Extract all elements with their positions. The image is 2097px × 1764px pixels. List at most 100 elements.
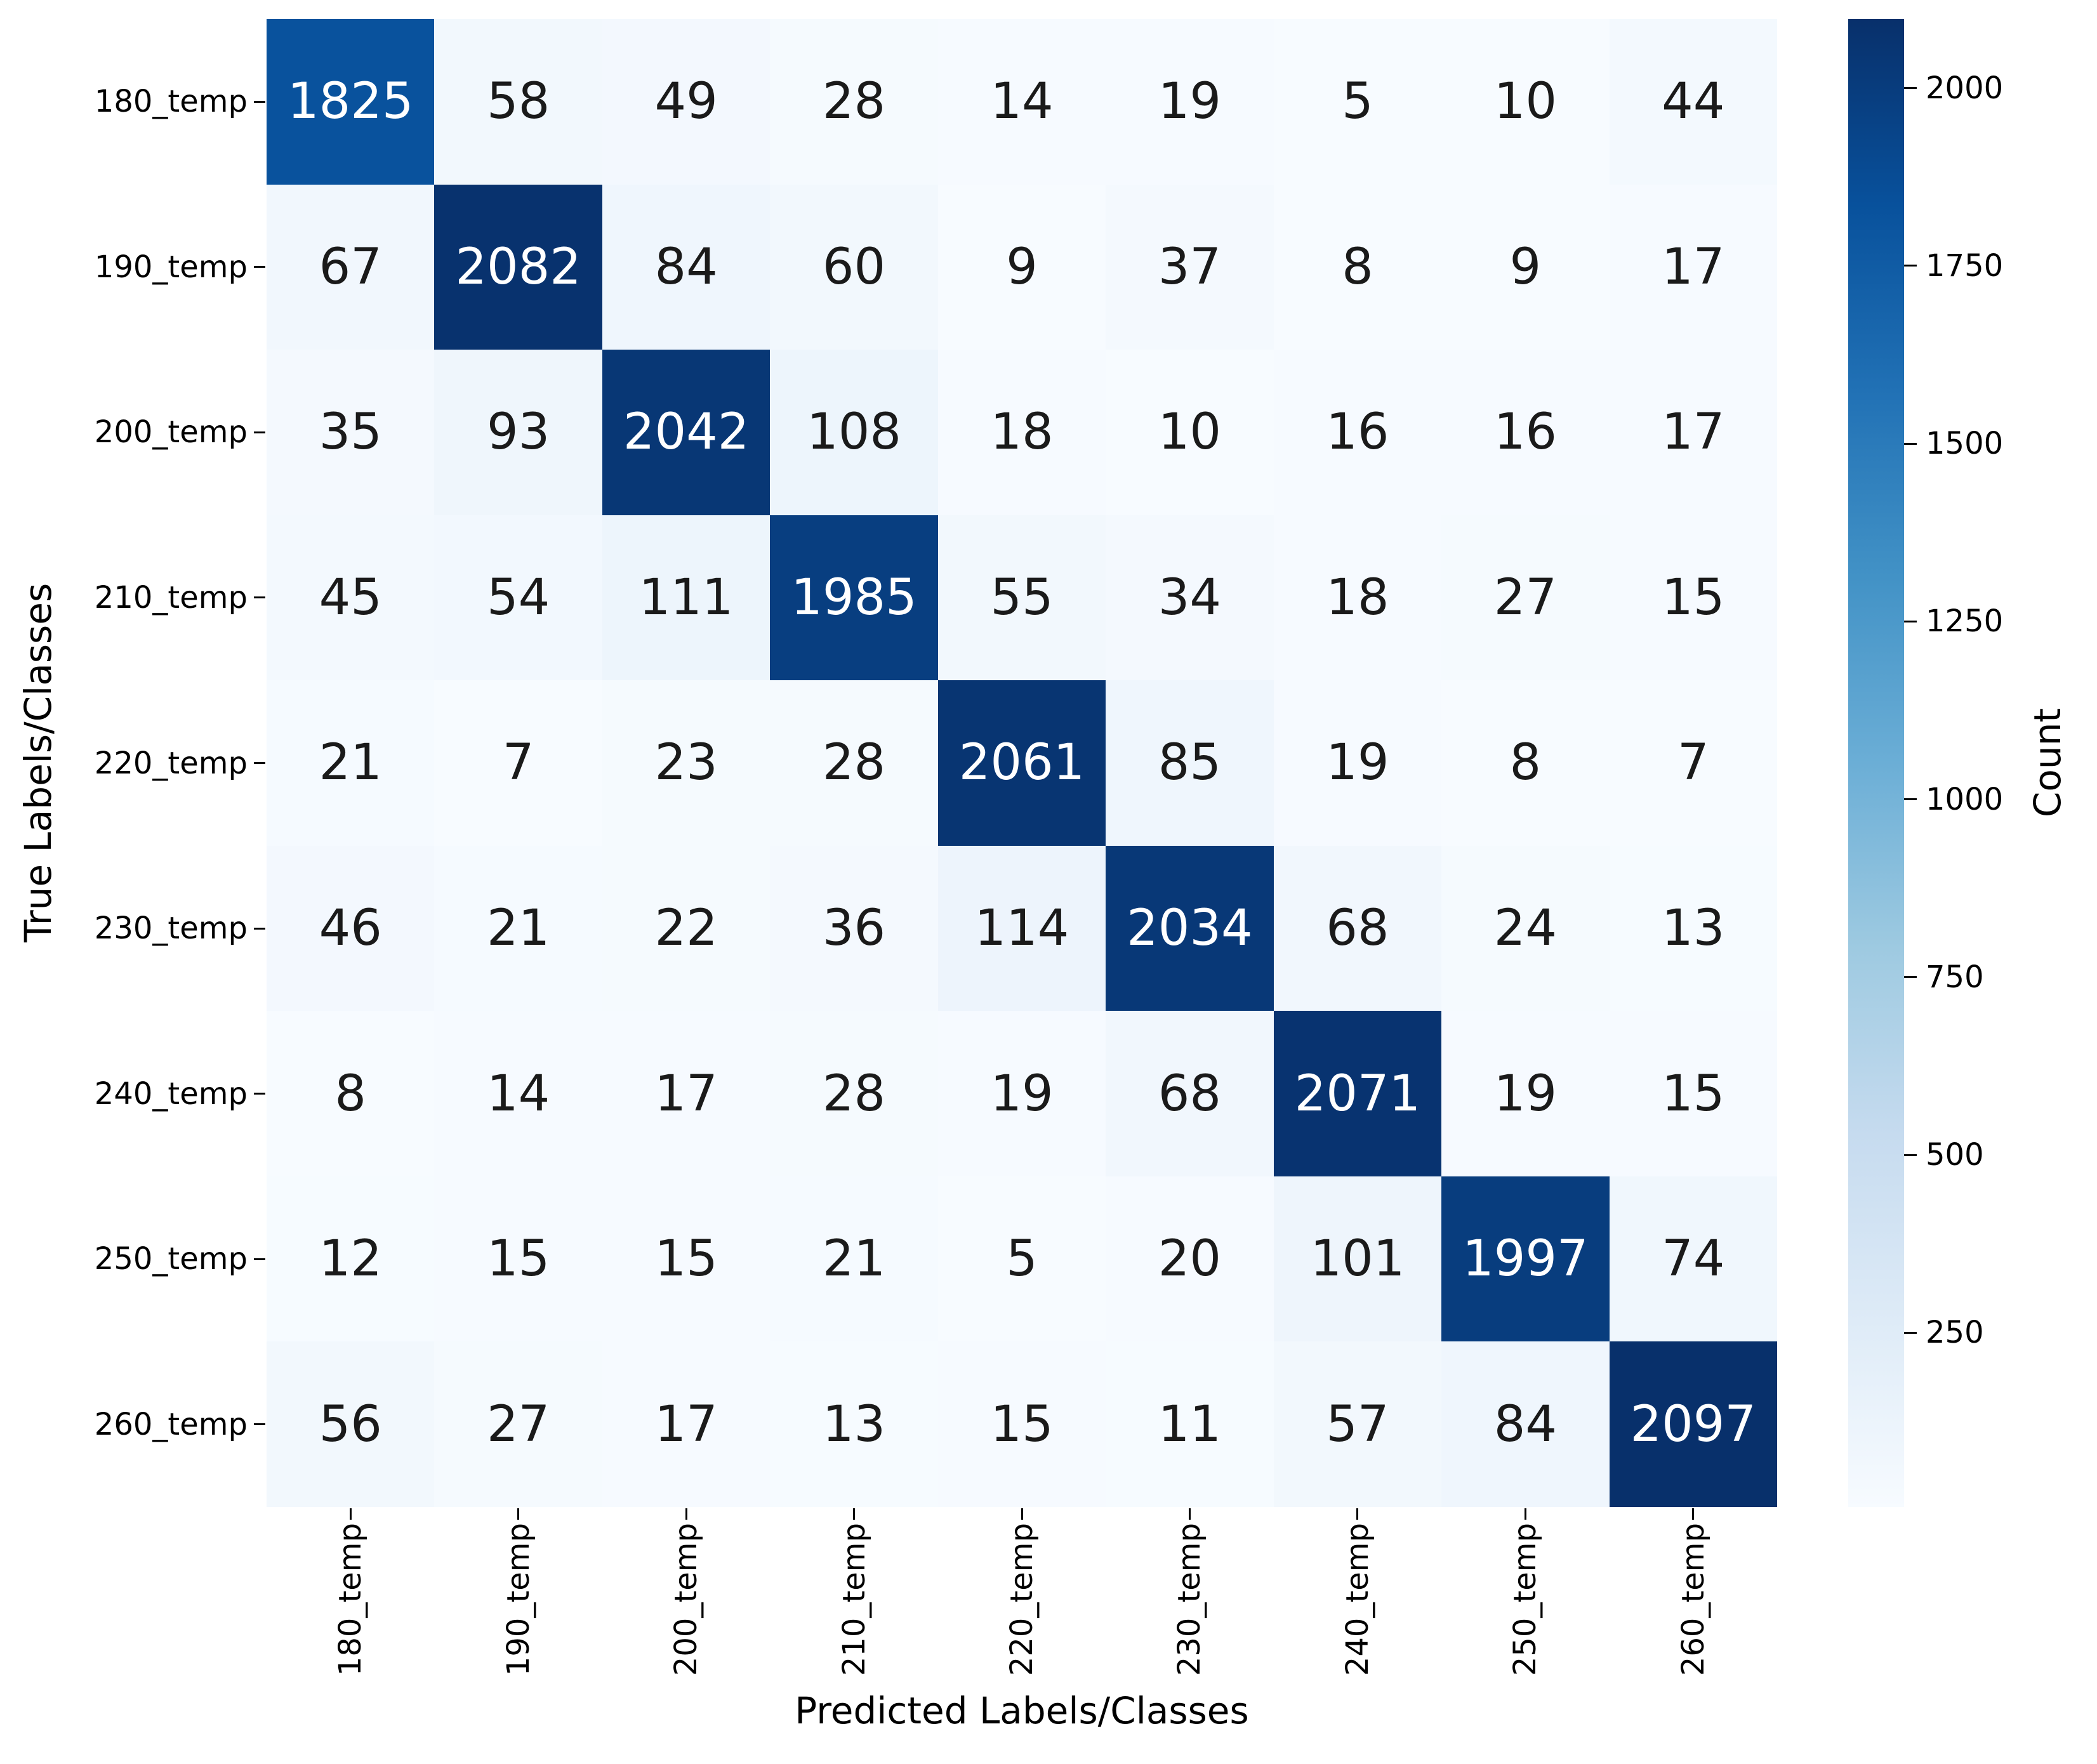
heatmap-cell: 36 [770,845,938,1011]
heatmap-cell: 2082 [434,184,602,350]
tick-mark [1692,1508,1695,1520]
tick-mark [1904,798,1917,801]
heatmap-cell: 10 [1441,19,1610,185]
heatmap-cell: 49 [602,19,771,185]
heatmap-cell: 14 [937,19,1106,185]
heatmap-cell: 15 [1609,1011,1777,1176]
tick-mark [254,1423,265,1426]
heatmap-cell: 19 [1441,1011,1610,1176]
y-tick-label: 220_temp [94,745,248,781]
x-tick-label: 190_temp [500,1523,536,1676]
x-tick-label: 200_temp [668,1523,705,1676]
heatmap-cell: 37 [1106,184,1274,350]
heatmap-cell: 54 [434,515,602,681]
heatmap-cell: 57 [1273,1341,1442,1507]
y-tick-label: 180_temp [94,84,248,120]
heatmap-cell: 19 [1273,680,1442,846]
y-tick-label: 260_temp [94,1406,248,1442]
heatmap-cell: 2042 [602,350,771,515]
heatmap-cell: 13 [1609,845,1777,1011]
heatmap-cell: 68 [1106,1011,1274,1176]
heatmap-cell: 19 [1106,19,1274,185]
colorbar-tick-label: 1000 [1926,781,2004,817]
heatmap-cell: 20 [1106,1176,1274,1342]
tick-mark [517,1508,520,1520]
heatmap-cell: 56 [267,1341,435,1507]
heatmap-cell: 2034 [1106,845,1274,1011]
colorbar-tick-label: 500 [1926,1137,1984,1173]
heatmap-cell: 16 [1441,350,1610,515]
y-tick-label: 190_temp [94,249,248,285]
tick-mark [254,1093,265,1095]
tick-mark [1904,87,1917,89]
heatmap-cell: 35 [267,350,435,515]
x-tick-label: 260_temp [1675,1523,1711,1676]
heatmap-cell: 18 [1273,515,1442,681]
heatmap-cell: 34 [1106,515,1274,681]
colorbar-tick-label: 1750 [1926,247,2004,284]
heatmap-cell: 14 [434,1011,602,1176]
heatmap-grid: 1825 58 49 28 14 19 5 10 44 67 2082 84 60 9 37 8 9 17 35 93… [267,19,1777,1507]
heatmap-cell: 8 [1441,680,1610,846]
x-tick-label: 250_temp [1507,1523,1544,1676]
heatmap-cell: 60 [770,184,938,350]
heatmap-cell: 17 [602,1341,771,1507]
heatmap-cell: 22 [602,845,771,1011]
colorbar-tick-label: 750 [1926,959,1984,995]
heatmap-cell: 1997 [1441,1176,1610,1342]
heatmap-cell: 2061 [937,680,1106,846]
heatmap-cell: 21 [770,1176,938,1342]
tick-mark [1524,1508,1526,1520]
heatmap-cell: 21 [434,845,602,1011]
tick-mark [254,1258,265,1260]
colorbar-tick-label: 1500 [1926,426,2004,462]
heatmap-cell: 74 [1609,1176,1777,1342]
heatmap-cell: 27 [434,1341,602,1507]
heatmap-cell: 46 [267,845,435,1011]
heatmap-cell: 111 [602,515,771,681]
colorbar-tick-label: 250 [1926,1315,1984,1351]
heatmap-cell: 15 [1609,515,1777,681]
tick-mark [1188,1508,1191,1520]
heatmap-cell: 2071 [1273,1011,1442,1176]
colorbar-tick-label: 2000 [1926,70,2004,106]
tick-mark [1904,976,1917,978]
y-tick-label: 240_temp [94,1076,248,1112]
x-tick-label: 210_temp [836,1523,872,1676]
x-tick-label: 220_temp [1004,1523,1040,1676]
y-tick-label: 200_temp [94,414,248,451]
heatmap-cell: 93 [434,350,602,515]
heatmap-cell: 5 [1273,19,1442,185]
heatmap-cell: 44 [1609,19,1777,185]
tick-mark [1904,265,1917,267]
heatmap-cell: 58 [434,19,602,185]
heatmap-cell: 18 [937,350,1106,515]
heatmap-cell: 23 [602,680,771,846]
heatmap-cell: 15 [602,1176,771,1342]
heatmap-cell: 13 [770,1341,938,1507]
heatmap-cell: 17 [1609,184,1777,350]
tick-mark [254,431,265,433]
tick-mark [1904,442,1917,445]
x-tick-label: 230_temp [1172,1523,1208,1676]
heatmap-cell: 24 [1441,845,1610,1011]
y-tick-label: 210_temp [94,579,248,615]
heatmap-cell: 27 [1441,515,1610,681]
x-tick-label: 180_temp [333,1523,369,1676]
heatmap-cell: 8 [1273,184,1442,350]
heatmap-cell: 108 [770,350,938,515]
heatmap-cell: 5 [937,1176,1106,1342]
heatmap-cell: 9 [1441,184,1610,350]
x-axis-label: Predicted Labels/Classes [795,1689,1249,1732]
tick-mark [1904,620,1917,622]
heatmap-cell: 15 [937,1341,1106,1507]
tick-mark [254,927,265,930]
heatmap-cell: 9 [937,184,1106,350]
heatmap-cell: 1825 [267,19,435,185]
tick-mark [685,1508,687,1520]
tick-mark [1021,1508,1023,1520]
colorbar-label: Count [2026,708,2069,818]
heatmap-cell: 8 [267,1011,435,1176]
heatmap-cell: 7 [434,680,602,846]
heatmap-cell: 15 [434,1176,602,1342]
